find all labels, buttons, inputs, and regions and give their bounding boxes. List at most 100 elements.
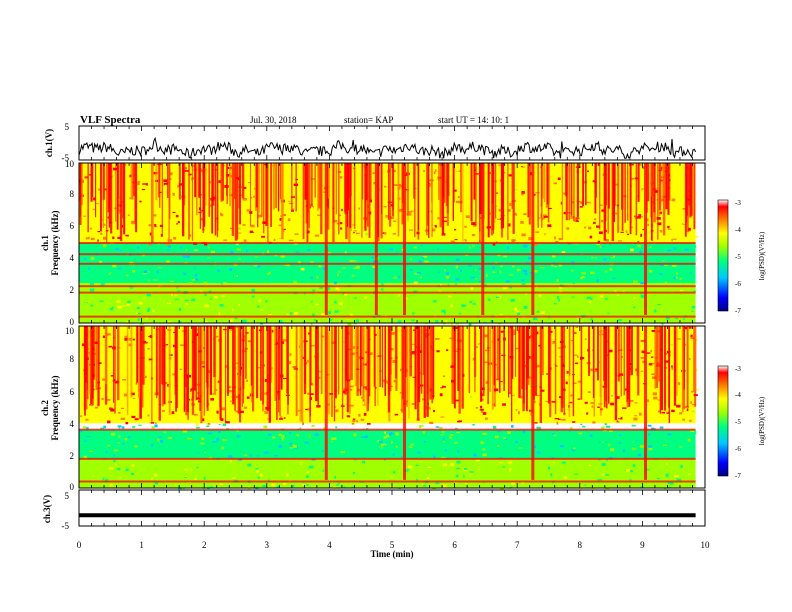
spectrogram-cell — [561, 305, 564, 309]
spectrogram-cell — [100, 219, 103, 221]
spectrogram-cell — [147, 279, 150, 281]
spectrogram-cell — [280, 255, 286, 258]
spectrogram-cell — [658, 225, 663, 228]
spectrogram-cell — [203, 451, 207, 453]
spectrogram-cell — [480, 405, 483, 409]
spectrogram-cell — [669, 482, 674, 485]
spectrogram-cell — [133, 286, 138, 290]
spectrogram-streak — [415, 326, 417, 387]
spectrogram-cell — [140, 322, 145, 325]
spectrogram-streak — [113, 326, 115, 403]
spectrogram-streak — [183, 326, 186, 412]
spectrogram-cell — [549, 301, 554, 305]
spectrogram-streak — [320, 163, 323, 235]
spectrogram-cell — [400, 288, 404, 292]
spectrogram-streak — [346, 326, 349, 413]
spectrogram-cell — [640, 340, 646, 342]
ch3-ytick-bottom: -5 — [62, 521, 70, 531]
spectrogram-cell — [584, 401, 588, 404]
spectrogram-cell — [492, 317, 496, 320]
spectrogram-cell — [562, 183, 566, 186]
spectrogram-cell — [297, 202, 302, 205]
spectrogram-cell — [561, 251, 566, 253]
spectrogram-cell — [549, 188, 552, 190]
spectrogram-cell — [445, 438, 449, 442]
spectrogram-cell — [394, 413, 399, 416]
spectrogram-cell — [231, 308, 234, 312]
spectrogram-cell — [322, 267, 326, 270]
spectrogram-cell — [247, 463, 252, 467]
spectrogram-cell — [209, 269, 214, 272]
spectrogram-streak — [291, 163, 293, 211]
spectrogram-cell — [502, 413, 505, 416]
spectrogram-cell — [656, 217, 661, 220]
spectrogram-cell — [340, 200, 342, 202]
spectrogram-cell — [276, 393, 279, 395]
spectrogram-cell — [415, 475, 420, 478]
spectrogram-cell — [277, 460, 281, 464]
spectrogram-cell — [618, 442, 622, 444]
spectrogram-cell — [492, 271, 496, 273]
spectrogram-streak — [518, 326, 521, 398]
spectrogram-cell — [521, 282, 526, 285]
spectrogram-cell — [467, 213, 470, 216]
spectrogram-cell — [448, 402, 451, 405]
spectrogram-cell — [460, 313, 465, 315]
spectrogram-cell — [440, 434, 445, 436]
date-label: Jul. 30, 2018 — [250, 115, 297, 125]
spectrogram-streak — [483, 326, 485, 397]
spectrogram-cell — [404, 466, 409, 469]
spectrogram-cell — [497, 254, 501, 257]
spectrogram-cell — [255, 316, 260, 320]
spectrogram-cell — [482, 448, 486, 451]
spectrogram-streak — [84, 326, 87, 383]
spectrogram-cell — [423, 170, 425, 172]
spectrogram-cell — [442, 437, 445, 441]
ch1-spec-ytick-0: 0 — [70, 317, 75, 327]
spectrogram-streak — [362, 163, 364, 200]
spectrogram-cell — [406, 468, 410, 471]
spectrogram-cell — [579, 206, 583, 208]
spectrogram-cell — [414, 272, 419, 275]
spectrogram-cell — [171, 294, 173, 297]
spectrogram-cell — [665, 473, 669, 477]
spectrogram-cell — [626, 468, 630, 472]
spectrogram-cell — [364, 321, 367, 324]
spectrogram-cell — [343, 288, 346, 291]
spectrogram-streak — [693, 326, 695, 392]
spectrogram-cell — [556, 421, 559, 425]
spectrogram-cell — [606, 313, 611, 317]
spectrogram-cell — [533, 193, 536, 196]
spectrogram-cell — [460, 376, 463, 378]
spectrogram-cell — [183, 166, 187, 170]
spectrogram-cell — [558, 443, 560, 447]
spectrogram-cell — [353, 231, 355, 234]
spectrogram-cell — [382, 387, 386, 389]
spectrogram-streak — [95, 326, 97, 391]
spectrogram-cell — [671, 365, 673, 368]
time-tick-label: 4 — [327, 540, 332, 550]
spectrogram-cell — [469, 246, 471, 250]
spectrogram-cell — [212, 404, 215, 406]
spectrogram-cell — [413, 246, 418, 249]
spectrogram-streak — [259, 326, 262, 401]
spectrogram-streak — [341, 326, 344, 420]
spectrogram-streak — [573, 163, 575, 222]
spectrogram-cell — [310, 344, 316, 347]
spectrogram-cell — [515, 347, 519, 350]
spectrogram-cell — [249, 454, 252, 457]
spectrogram-streak — [439, 163, 443, 228]
spectrogram-cell — [573, 473, 579, 475]
spectrogram-streak — [317, 326, 319, 405]
spectrogram-streak — [572, 326, 575, 417]
spectrogram-cell — [401, 260, 405, 263]
spectrogram-cell — [322, 477, 327, 479]
spectrogram-cell — [178, 321, 182, 323]
spectrogram-cell — [587, 391, 591, 393]
spectrogram-streak — [659, 163, 662, 211]
spectrogram-streak — [420, 326, 423, 394]
spectrogram-streak — [105, 326, 107, 385]
spectrogram-streak — [279, 163, 282, 200]
spectrogram-cell — [204, 293, 207, 296]
